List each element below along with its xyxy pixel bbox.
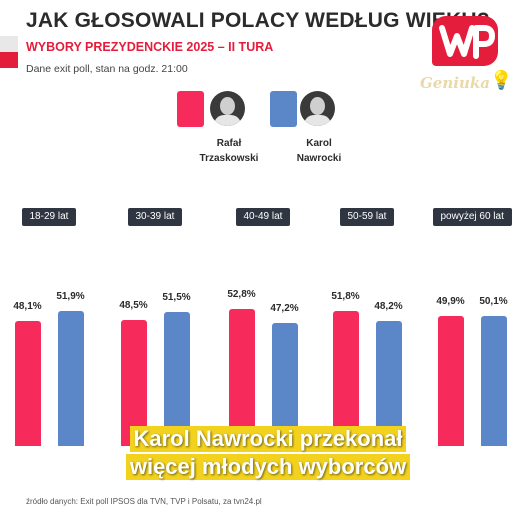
page-subtitle: WYBORY PREZYDENCKIE 2025 – II TURA <box>26 40 274 54</box>
bar-nawrocki <box>163 312 190 446</box>
caption-line-1: Karol Nawrocki przekonał <box>129 426 407 452</box>
flag-stripe <box>0 36 18 68</box>
caption-line-2: więcej młodych wyborców <box>125 454 411 480</box>
bar-trzaskowski <box>14 320 41 446</box>
bar-value-label: 47,2% <box>270 303 299 315</box>
bar-value-label: 52,8% <box>227 288 256 300</box>
legend-swatch-nawrocki <box>270 91 297 127</box>
candidate-name-trzaskowski: Rafał Trzaskowski <box>199 138 259 164</box>
bar-trzaskowski <box>120 319 147 446</box>
bar-value-label: 48,1% <box>13 300 42 312</box>
bar-value-label: 51,8% <box>331 291 360 303</box>
bar-value-label: 51,5% <box>162 292 191 304</box>
bar-nawrocki <box>271 323 298 446</box>
bar-trzaskowski <box>437 316 464 446</box>
age-group-label: 40-49 lat <box>235 208 291 226</box>
bar-value-label: 48,2% <box>374 300 403 312</box>
legend-swatch-trzaskowski <box>177 91 204 127</box>
lightbulb-icon: 💡 <box>490 70 513 90</box>
bar-nawrocki <box>375 320 402 446</box>
age-group-label: 30-39 lat <box>127 208 183 226</box>
bar-value-label: 50,1% <box>479 295 508 307</box>
age-group-label: 18-29 lat <box>21 208 77 226</box>
age-group-label: powyżej 60 lat <box>432 208 512 226</box>
bar-trzaskowski <box>228 308 255 446</box>
bar-trzaskowski <box>332 311 359 446</box>
age-group-label: 50-59 lat <box>339 208 395 226</box>
avatar-trzaskowski <box>210 91 245 126</box>
page-title: JAK GŁOSOWALI POLACY WEDŁUG WIEKU? <box>26 9 490 32</box>
wp-logo-icon <box>432 16 498 66</box>
candidate-name-nawrocki: Karol Nawrocki <box>296 138 342 164</box>
source-note: źródło danych: Exit poll IPSOS dla TVN, … <box>26 497 262 506</box>
bar-nawrocki <box>57 311 84 446</box>
headline-caption: Karol Nawrocki przekonał więcej młodych … <box>84 426 452 482</box>
bar-value-label: 48,5% <box>119 299 148 311</box>
bar-value-label: 51,9% <box>56 291 85 303</box>
bar-value-label: 49,9% <box>436 296 465 308</box>
bar-nawrocki <box>480 315 507 446</box>
avatar-nawrocki <box>300 91 335 126</box>
watermark: Geniuka <box>420 74 490 92</box>
data-note: Dane exit poll, stan na godz. 21:00 <box>26 63 188 75</box>
